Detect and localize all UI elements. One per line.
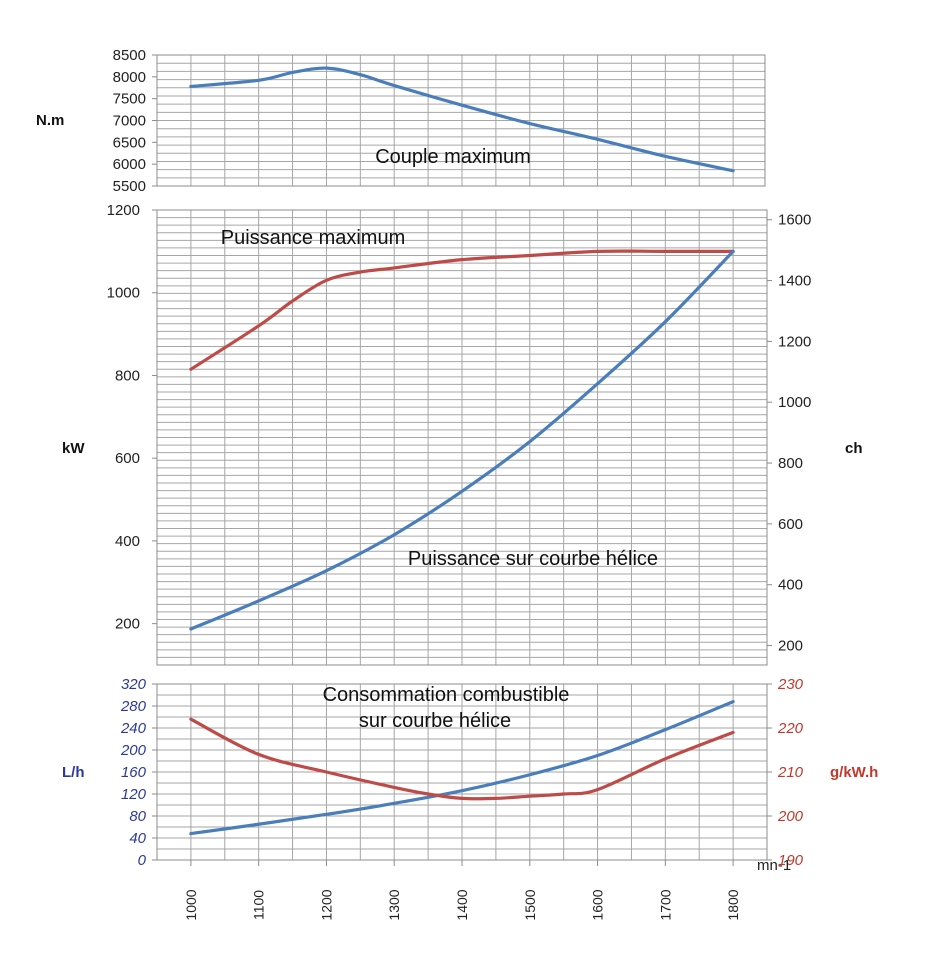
x-tick-label: 1100 [251, 890, 267, 920]
puissance-y-tick: 200 [115, 616, 140, 633]
puissance-y2-tick: 400 [778, 577, 803, 594]
x-axis-label: mn-1 [757, 857, 791, 874]
consommation-annotation: sur courbe hélice [359, 710, 511, 732]
couple-y-tick: 8000 [113, 69, 146, 86]
consommation-y2-tick: 220 [777, 720, 804, 737]
consommation-series-red-line [189, 717, 735, 801]
couple-y-tick: 7000 [113, 113, 146, 130]
puissance-y2label: ch [845, 440, 863, 457]
puissance-y-tick: 600 [115, 450, 140, 467]
consommation-y-tick: 320 [121, 676, 147, 693]
puissance-series-red-line [189, 249, 735, 371]
consommation-annotation: Consommation combustible [323, 684, 570, 706]
puissance-y2-tick: 600 [778, 516, 803, 533]
puissance-y2-tick: 800 [778, 455, 803, 472]
couple-y-tick: 8500 [113, 47, 146, 64]
consommation-y-tick: 240 [120, 720, 147, 737]
puissance-y-tick: 1200 [107, 202, 140, 219]
puissance-annotation: Puissance sur courbe hélice [408, 548, 658, 570]
x-tick-label: 1600 [590, 889, 606, 920]
consommation-y2-tick: 200 [777, 808, 804, 825]
puissance-y-tick: 1000 [107, 285, 140, 302]
consommation-y-tick: 200 [120, 742, 147, 759]
frame-layer [152, 54, 772, 866]
consommation-y2label: g/kW.h [830, 764, 878, 781]
x-tick-label: 1700 [657, 889, 673, 920]
consommation-y2-tick: 190 [778, 852, 804, 869]
x-tick-label: 1800 [725, 889, 741, 920]
couple-y-tick: 7500 [113, 91, 146, 108]
x-tick-label: 1300 [386, 889, 402, 920]
puissance-y2-tick: 1400 [778, 273, 811, 290]
consommation-ylabel: L/h [62, 764, 85, 781]
consommation-y-tick: 80 [129, 808, 146, 825]
puissance-y2-tick: 200 [778, 638, 803, 655]
couple-ylabel: N.m [36, 112, 64, 129]
consommation-y-tick: 160 [121, 764, 147, 781]
consommation-y-tick: 280 [120, 698, 147, 715]
puissance-annotation: Puissance maximum [221, 227, 406, 249]
couple-series-blue-line [189, 66, 735, 173]
x-tick-label: 1500 [522, 889, 538, 920]
puissance-y2-tick: 1000 [778, 394, 811, 411]
consommation-y-tick: 40 [129, 830, 146, 847]
consommation-series-blue-line [189, 700, 735, 836]
consommation-y-tick: 120 [121, 786, 147, 803]
series-layer [189, 66, 735, 836]
puissance-y-tick: 400 [115, 533, 140, 550]
couple-annotation: Couple maximum [375, 146, 531, 168]
x-tick-label: 1000 [183, 889, 199, 920]
couple-y-tick: 5500 [113, 178, 146, 195]
consommation-y-tick: 0 [138, 852, 147, 869]
puissance-ylabel: kW [62, 440, 85, 457]
x-tick-label: 1400 [454, 889, 470, 920]
puissance-y2-tick: 1600 [778, 212, 811, 229]
puissance-series-blue-line [189, 249, 735, 631]
grid-layer [156, 55, 768, 860]
couple-y-tick: 6500 [113, 134, 146, 151]
puissance-frame [156, 209, 768, 666]
couple-y-tick: 6000 [113, 156, 146, 173]
consommation-y2-tick: 210 [777, 764, 804, 781]
puissance-y2-tick: 1200 [778, 333, 811, 350]
consommation-y2-tick: 230 [777, 676, 804, 693]
puissance-y-tick: 800 [115, 367, 140, 384]
x-tick-label: 1200 [318, 889, 334, 920]
